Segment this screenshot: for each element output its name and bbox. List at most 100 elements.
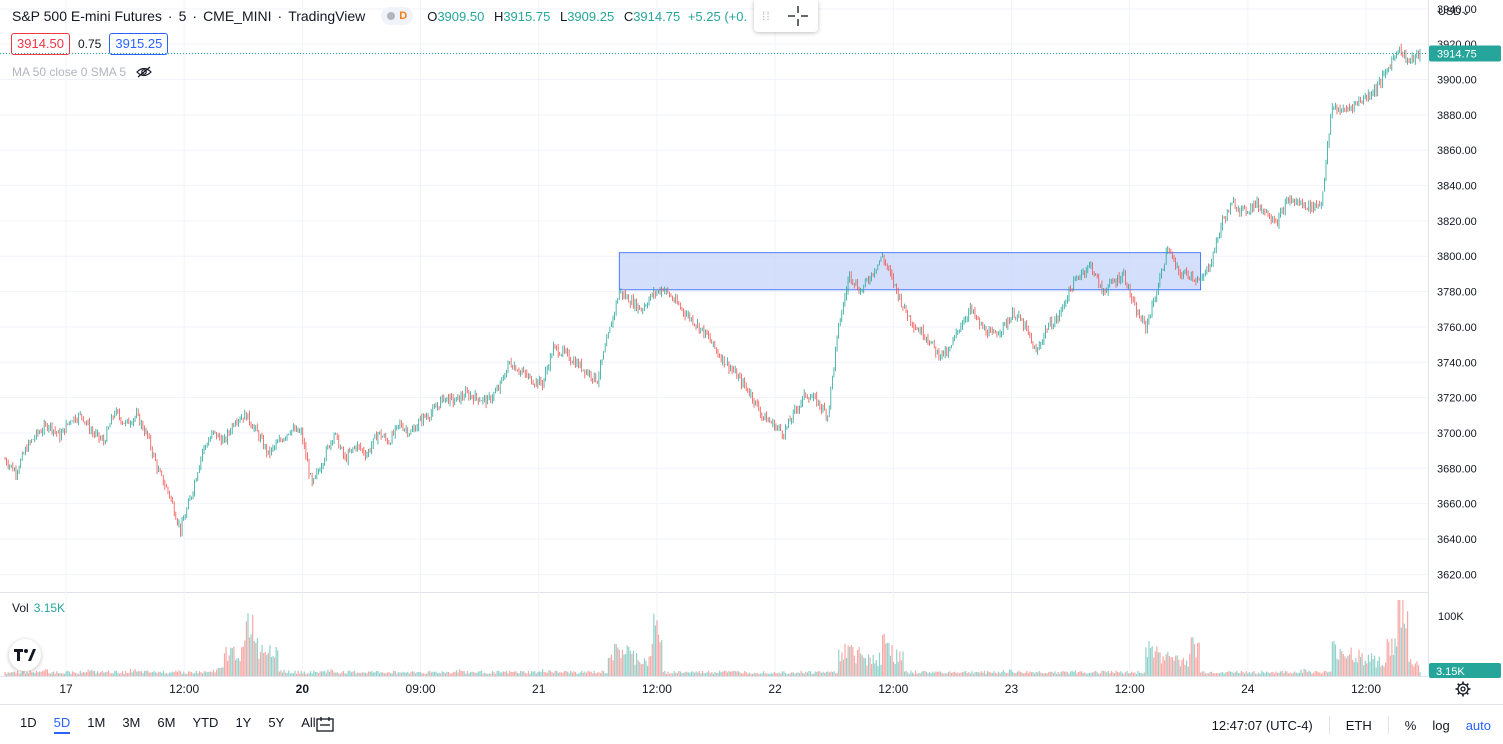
volume-bar [563,671,566,676]
clock-timezone[interactable]: 12:47:07 (UTC-4) [1211,717,1313,733]
volume-bar [172,671,174,676]
volume-bar [571,672,573,676]
volume-bar [910,670,912,676]
session-toggle[interactable]: ETH [1345,717,1372,733]
volume-bar [35,670,38,676]
range-5d-button[interactable]: 5D [53,715,71,734]
volume-bar [1320,673,1322,676]
volume-bar [813,673,815,676]
drag-handle-icon[interactable]: ⁞⁞ [762,9,771,23]
indicator-legend[interactable]: MA 50 close 0 SMA 5 [12,65,152,79]
crosshair-icon[interactable] [786,4,810,28]
volume-bar [1417,665,1420,676]
volume-bar [476,672,478,676]
range-selector[interactable]: 1D 5D 1M 3M 6M YTD 1Y 5Y All [20,715,333,734]
currency-selector[interactable]: USD⌄ [1438,5,1470,18]
volume-bar [283,669,285,676]
session-badge[interactable]: D [381,7,414,25]
volume-bar [227,660,229,676]
volume-bar [1132,672,1134,676]
volume-bar [115,670,117,676]
volume-bar [145,670,147,676]
volume-bar [844,643,846,676]
open-label: O [427,8,438,24]
volume-bar [830,671,832,676]
volume-bar [1413,666,1415,676]
volume-bar [1037,672,1039,676]
gear-icon[interactable] [1455,681,1471,697]
y-tick-label: 3800.00 [1437,251,1477,263]
ask-button[interactable]: 3915.25 [109,33,169,55]
volume-bar [723,670,725,676]
volume-bar [845,657,848,676]
calendar-goto-icon[interactable] [316,716,334,732]
range-ytd-button[interactable]: YTD [192,715,219,730]
volume-bar [636,652,638,676]
volume-bar [614,643,616,676]
volume-bar [1294,671,1296,676]
volume-bar [100,671,102,676]
volume-bar [1178,659,1180,676]
volume-bar [264,651,266,676]
symbol-name[interactable]: S&P 500 E-mini Futures [12,8,162,24]
volume-bar [809,671,812,676]
volume-bar [421,673,423,676]
highlight-rectangle[interactable] [618,252,1202,291]
volume-bar [339,673,342,676]
volume-bar [28,673,30,676]
interval-label[interactable]: 5 [178,8,187,24]
volume-bar [864,658,866,676]
volume-bar [585,672,588,676]
volume-bar [1123,673,1125,676]
price-chart[interactable]: 3620.00 3640.00 3660.00 3680.00 3700.00 3720.… [0,0,1503,704]
volume-bar [1007,672,1009,676]
tradingview-logo-icon[interactable] [9,639,41,671]
volume-bar [1165,654,1167,676]
range-1m-button[interactable]: 1M [87,715,106,730]
rectangle-zone[interactable] [618,252,1202,291]
range-5y-button[interactable]: 5Y [268,715,285,730]
volume-bar [541,668,544,676]
volume-bar [310,671,312,676]
volume-bar [676,673,678,676]
volume-bar [32,672,34,676]
volume-bar [692,671,694,676]
volume-bar [46,669,49,676]
bid-button[interactable]: 3914.50 [11,33,70,55]
volume-bar [593,670,595,676]
volume-bar [604,673,606,676]
percent-scale-button[interactable]: % [1404,717,1417,733]
volume-bar [1052,673,1055,676]
price-axis[interactable]: 3620.00 3640.00 3660.00 3680.00 3700.00 3720.… [1428,0,1503,704]
range-1y-button[interactable]: 1Y [235,715,252,730]
volume-bar [683,673,685,676]
range-6m-button[interactable]: 6M [157,715,176,730]
volume-bar [838,649,840,676]
volume-bar [1383,666,1385,676]
volume-bar [427,671,429,676]
volume-bar [479,671,481,676]
time-axis[interactable]: 17 12:00 20 09:00 21 12:00 22 12:00 23 12:00 24 12:… [59,682,1381,696]
volume-bar [258,658,260,676]
volume-bar [1328,671,1330,676]
volume-bar [1013,672,1015,676]
log-scale-button[interactable]: log [1432,717,1450,733]
range-all-button[interactable]: All [301,715,316,730]
volume-bar [1066,672,1069,676]
volume-bar [1145,647,1147,676]
drawing-toolbox[interactable]: ⁞⁞ [754,0,818,32]
volume-bar [1306,672,1308,676]
volume-bar [634,664,636,676]
range-1d-button[interactable]: 1D [20,715,37,730]
volume-bar [231,648,233,676]
range-3m-button[interactable]: 3M [122,715,141,730]
volume-bar [894,663,896,676]
volume-bar [1173,660,1175,676]
auto-scale-button[interactable]: auto [1465,717,1491,733]
volume-bar [748,672,751,676]
volume-bar [728,671,730,676]
eye-hidden-icon[interactable] [136,66,152,78]
volume-bar [499,672,501,676]
volume-bar [1269,673,1271,676]
volume-bar [1276,672,1279,676]
